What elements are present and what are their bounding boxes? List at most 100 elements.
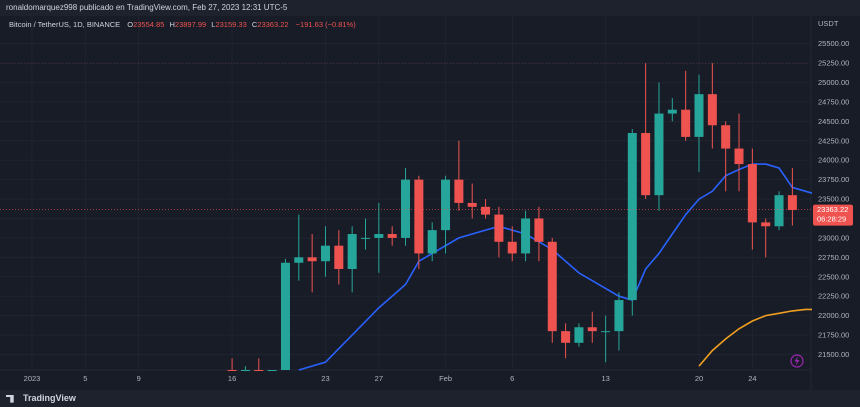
candle-body: [467, 202, 477, 207]
grid: [0, 16, 812, 390]
candle-body: [681, 109, 691, 137]
candle: [614, 292, 624, 351]
candle: [374, 202, 384, 273]
chart-area[interactable]: USDT 25500.00 25250.00 25000.00 24750.00 245…: [0, 16, 860, 390]
candle-body: [401, 179, 411, 238]
candle-body: [254, 370, 264, 371]
candle-body: [307, 257, 317, 262]
candle: [294, 214, 304, 281]
last-price-value: 23363.22: [817, 205, 848, 214]
time-tick-label: 23: [321, 374, 329, 383]
price-axis-bg[interactable]: [812, 16, 860, 390]
price-tick-label: 21500.00: [818, 350, 849, 359]
last-price-tag: 23363.22 06:28:29: [813, 204, 853, 226]
lightning-icon[interactable]: [790, 354, 804, 368]
legend: Bitcoin / TetherUS, 1D, BINANCE O23554.8…: [9, 20, 356, 29]
candle: [654, 82, 664, 211]
open-value: 23554.85: [133, 20, 164, 29]
candle: [280, 258, 290, 370]
candle-body: [361, 237, 370, 239]
price-tick-label: 22250.00: [818, 292, 849, 301]
publisher-text: ronaldomarquez998 publicado en TradingVi…: [6, 3, 288, 12]
time-tick-label: 24: [748, 374, 756, 383]
candle-body: [654, 113, 664, 196]
candle: [547, 237, 557, 343]
low-label: L: [211, 20, 215, 29]
price-tick-label: 23500.00: [818, 195, 849, 204]
candle: [254, 358, 264, 371]
candle: [267, 370, 277, 371]
candle-body: [507, 241, 517, 254]
candle: [641, 63, 651, 200]
publisher-bar: ronaldomarquez998 publicado en TradingVi…: [0, 0, 860, 16]
candle-body: [547, 241, 557, 332]
candle-body: [627, 133, 637, 301]
tradingview-logo[interactable]: TradingView: [6, 390, 76, 407]
candle-body: [494, 214, 504, 242]
tradingview-mark-icon: [6, 394, 14, 403]
price-tick-label: 22500.00: [818, 272, 849, 281]
candle-body: [320, 245, 330, 262]
time-tick-label: 27: [375, 374, 383, 383]
candle-body: [454, 179, 464, 203]
price-tick-label: 24500.00: [818, 117, 849, 126]
price-tick-label: 24750.00: [818, 97, 849, 106]
candle: [307, 234, 317, 293]
candle: [774, 191, 784, 231]
candle: [681, 70, 691, 141]
price-tick-label: 23750.00: [818, 175, 849, 184]
candle: [507, 226, 517, 262]
candle: [601, 315, 611, 363]
candle: [454, 140, 464, 211]
candle: [574, 323, 584, 347]
candle-body: [347, 234, 357, 269]
high-value: 23897.99: [175, 20, 206, 29]
candle-body: [747, 164, 757, 223]
candle-body: [267, 370, 277, 371]
candle-body: [387, 234, 397, 238]
svg-text:Bitcoin / TetherUS, 1D, BINANC: Bitcoin / TetherUS, 1D, BINANCE O23554.8…: [9, 20, 356, 29]
candle-body: [374, 234, 384, 238]
candle: [707, 63, 717, 149]
candle-body: [561, 331, 571, 343]
candle-body: [667, 109, 677, 114]
time-tick-label: 13: [601, 374, 609, 383]
currency-label: USDT: [818, 19, 839, 28]
candle: [467, 183, 477, 219]
candle: [387, 226, 397, 246]
candlestick-chart[interactable]: USDT 25500.0025250.0025000.0024750.00245…: [0, 16, 860, 390]
time-tick-label: 2023: [24, 374, 41, 383]
candle-body: [534, 218, 544, 242]
candle: [667, 98, 677, 122]
candle-body: [294, 257, 304, 263]
candle: [694, 74, 704, 172]
candle: [721, 121, 731, 192]
low-value: 23159.33: [215, 20, 246, 29]
candle-body: [761, 222, 771, 227]
candle: [627, 129, 637, 316]
time-tick-label: 5: [83, 374, 87, 383]
candle-body: [694, 94, 704, 137]
price-tick-label: 24250.00: [818, 136, 849, 145]
candle-body: [521, 218, 531, 254]
candle: [587, 311, 597, 343]
open-label: O: [127, 20, 133, 29]
close-value: 23363.22: [257, 20, 288, 29]
candle: [747, 148, 757, 250]
candle: [320, 226, 330, 277]
last-price-tag-bg: [813, 204, 853, 226]
candle: [534, 206, 544, 262]
time-tick-label: Feb: [439, 374, 452, 383]
price-tick-label: 25250.00: [818, 59, 849, 68]
candle-body: [587, 327, 597, 332]
time-tick-label: 20: [695, 374, 703, 383]
candle: [240, 366, 250, 371]
brand-name: TradingView: [23, 393, 76, 403]
candle-body: [280, 262, 290, 370]
candle: [361, 218, 370, 250]
footer: TradingView: [0, 390, 860, 407]
candle: [227, 358, 237, 371]
candle: [427, 222, 437, 262]
symbol-title: Bitcoin / TetherUS, 1D, BINANCE: [9, 20, 120, 29]
candle-body: [414, 179, 424, 254]
